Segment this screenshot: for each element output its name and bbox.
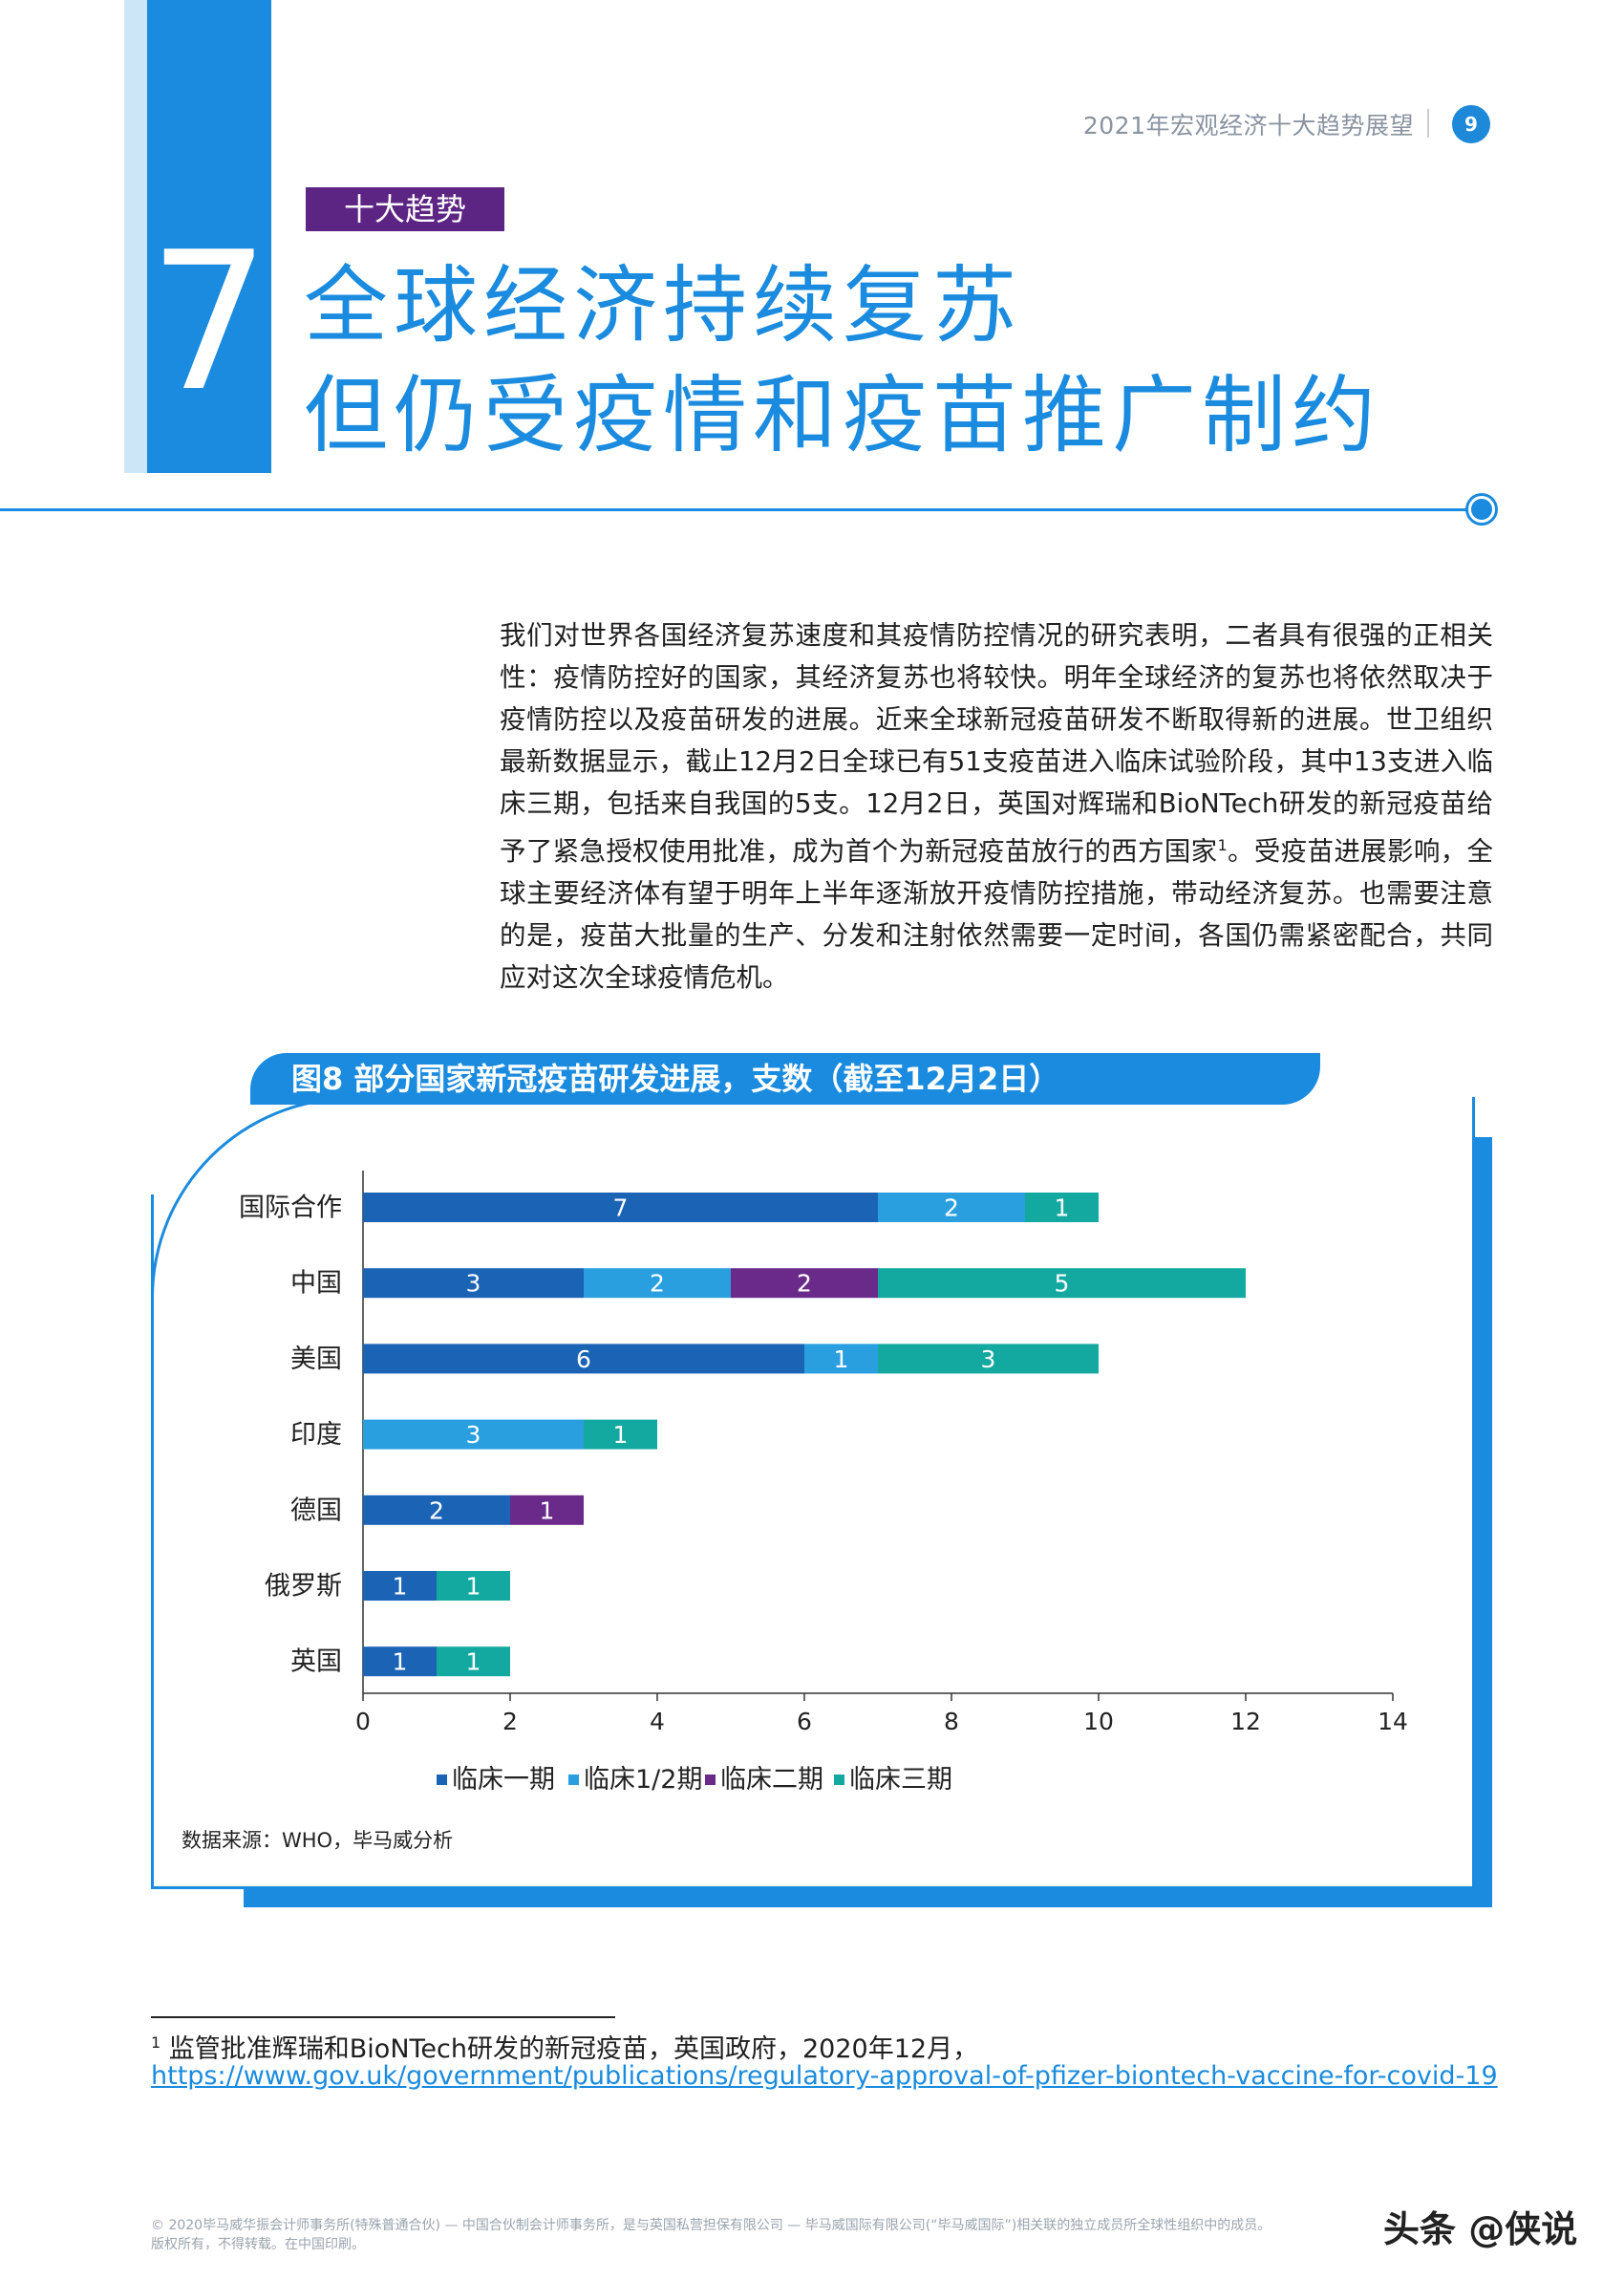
legend-swatch xyxy=(705,1775,716,1785)
bar-segment xyxy=(363,1571,437,1601)
category-label: 俄罗斯 xyxy=(265,1572,342,1602)
chart-title-band xyxy=(250,1053,1320,1105)
bar-value-label: 2 xyxy=(944,1194,959,1222)
category-label: 英国 xyxy=(290,1647,342,1677)
bar-value-label: 2 xyxy=(797,1270,812,1298)
body-paragraph: 我们对世界各国经济复苏速度和其疫情防控情况的研究表明，二者具有很强的正相关性：疫… xyxy=(500,614,1493,999)
legend-label: 临床一期 xyxy=(452,1765,555,1795)
legend-label: 临床三期 xyxy=(849,1765,952,1795)
bar-segment xyxy=(363,1646,437,1677)
bar-value-label: 2 xyxy=(650,1270,665,1298)
paragraph-text-pre: 我们对世界各国经济复苏速度和其疫情防控情况的研究表明，二者具有很强的正相关性：疫… xyxy=(500,620,1493,868)
bar-segment xyxy=(363,1419,584,1450)
chart-title: 图8 部分国家新冠疫苗研发进展，支数（截至12月2日） xyxy=(291,1061,1060,1097)
footnote-rule xyxy=(151,2016,615,2018)
bar-value-label: 3 xyxy=(466,1270,481,1298)
bar-segment xyxy=(804,1344,878,1374)
bar-segment xyxy=(510,1495,584,1525)
title-rule-dot xyxy=(1468,496,1495,523)
card-border-left xyxy=(151,1194,154,1889)
bar-segment xyxy=(437,1646,510,1677)
bar-value-label: 1 xyxy=(540,1496,555,1524)
card-shadow-bottom xyxy=(244,1888,1492,1907)
card-border-bottom xyxy=(151,1886,1475,1889)
header-separator xyxy=(1427,109,1429,138)
x-tick-label: 2 xyxy=(502,1708,518,1735)
legend-swatch xyxy=(437,1775,447,1785)
section-number-block xyxy=(147,0,271,473)
footnote-body: 监管批准辉瑞和BioNTech研发的新冠疫苗，英国政府，2020年12月， xyxy=(168,2034,979,2064)
bar-value-label: 1 xyxy=(1055,1194,1070,1222)
bar-segment xyxy=(363,1193,878,1222)
section-number: 7 xyxy=(148,211,270,434)
bar-value-label: 3 xyxy=(466,1421,481,1449)
bar-segment xyxy=(878,1193,1025,1222)
paragraph-text-post: 。受疫苗进展影响，全球主要经济体有望于明年上半年逐渐放开疫情防控措施，带动经济复… xyxy=(500,836,1493,994)
x-tick-label: 10 xyxy=(1083,1708,1114,1735)
x-tick-label: 4 xyxy=(650,1708,665,1735)
bar-value-label: 6 xyxy=(576,1345,591,1373)
legend-swatch xyxy=(568,1775,579,1785)
card-border-right xyxy=(1472,1097,1475,1890)
footnote-number: 1 xyxy=(151,2033,161,2052)
section-tag: 十大趋势 xyxy=(306,187,504,231)
bar-value-label: 1 xyxy=(393,1573,408,1601)
bar-segment xyxy=(878,1268,1246,1299)
x-tick-label: 12 xyxy=(1230,1708,1261,1735)
section-number-accent xyxy=(124,0,147,473)
chart-source: 数据来源：WHO，毕马威分析 xyxy=(182,1829,454,1852)
bar-segment xyxy=(731,1268,878,1299)
bar-value-label: 1 xyxy=(466,1648,481,1676)
bar-value-label: 1 xyxy=(466,1573,481,1601)
footnote-text: 1 监管批准辉瑞和BioNTech研发的新冠疫苗，英国政府，2020年12月， xyxy=(151,2026,978,2067)
footer-copyright: © 2020毕马威华振会计师事务所(特殊普通合伙) — 中国合伙制会计师事务所，… xyxy=(151,2218,1271,2233)
watermark: 头条 @侠说 xyxy=(1383,2208,1578,2250)
bar-segment xyxy=(878,1344,1099,1374)
footer-rights: 版权所有，不得转载。在中国印刷。 xyxy=(151,2237,365,2252)
footnote-link[interactable]: https://www.gov.uk/government/publicatio… xyxy=(151,2061,1498,2091)
category-label: 印度 xyxy=(290,1420,342,1450)
bar-value-label: 3 xyxy=(981,1345,996,1373)
legend-swatch xyxy=(834,1775,844,1785)
section-title-line1: 全球经济持续复苏 xyxy=(304,256,1023,355)
bar-value-label: 1 xyxy=(834,1345,849,1373)
category-label: 德国 xyxy=(290,1495,342,1525)
bar-segment xyxy=(437,1571,510,1601)
card-shadow-right xyxy=(1475,1137,1492,1907)
bar-value-label: 7 xyxy=(613,1194,629,1222)
bar-value-label: 5 xyxy=(1055,1270,1070,1298)
x-tick-label: 8 xyxy=(944,1708,959,1735)
x-tick-label: 6 xyxy=(797,1708,812,1735)
page-number: 9 xyxy=(1452,105,1490,143)
title-rule xyxy=(0,508,1476,511)
bar-segment xyxy=(363,1268,584,1299)
bar-segment xyxy=(363,1344,804,1374)
bar-segment xyxy=(584,1268,731,1299)
category-label: 国际合作 xyxy=(239,1194,342,1223)
legend-label: 临床二期 xyxy=(720,1765,823,1795)
footnote-ref[interactable]: 1 xyxy=(1217,836,1228,854)
bar-segment xyxy=(584,1419,657,1450)
x-tick-label: 0 xyxy=(355,1708,371,1735)
category-label: 美国 xyxy=(290,1344,342,1374)
stacked-bar-chart: 0 2 4 6 8 10 12 14 国际合作 7 2 1 中国 3 2 2 5 美国 6 1 3 印度 3 1 德国 2 1 俄罗斯… xyxy=(239,1171,1408,1795)
bar-segment xyxy=(1025,1193,1099,1222)
bar-value-label: 1 xyxy=(393,1648,408,1676)
x-tick-label: 14 xyxy=(1378,1708,1408,1735)
bar-segment xyxy=(363,1495,510,1525)
bar-value-label: 2 xyxy=(429,1496,444,1524)
category-label: 中国 xyxy=(290,1269,342,1299)
running-title: 2021年宏观经济十大趋势展望 xyxy=(1082,112,1414,140)
bar-value-label: 1 xyxy=(613,1421,629,1449)
section-title-line2: 但仍受疫情和疫苗推广制约 xyxy=(304,366,1382,464)
legend-label: 临床1/2期 xyxy=(584,1765,702,1795)
